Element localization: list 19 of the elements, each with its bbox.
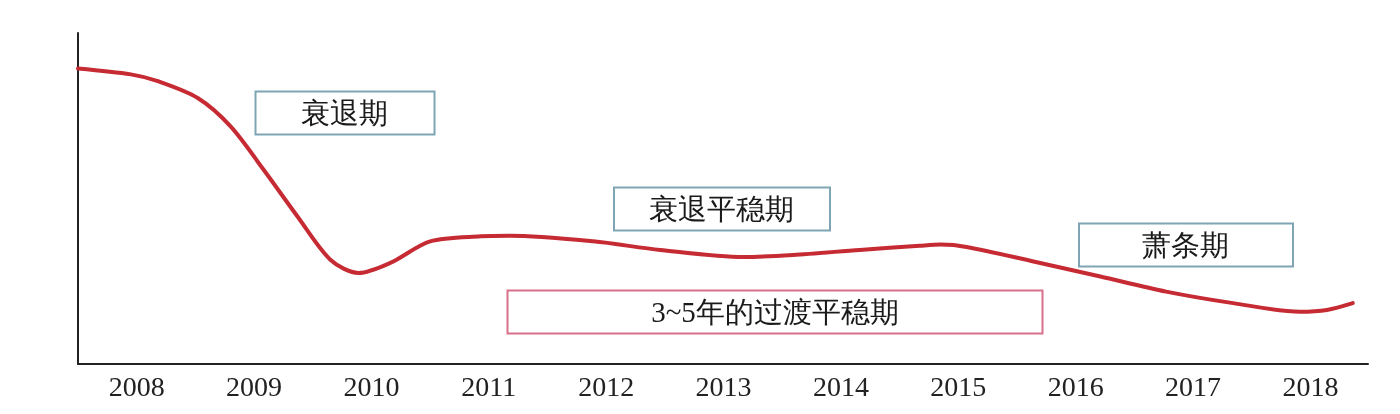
x-tick-label: 2018 [1282, 370, 1339, 402]
x-tick-label: 2013 [695, 370, 752, 402]
x-tick-label: 2011 [461, 370, 517, 402]
label-frame: 衰退平稳期 [612, 186, 831, 232]
x-tick-label: 2008 [108, 370, 165, 402]
annotation: 衰退平稳期 [649, 192, 795, 225]
label-frame: 3~5年的过渡平稳期 [506, 289, 1044, 335]
annotation: 3~5年的过渡平稳期 [651, 295, 899, 328]
x-tick-label: 2009 [226, 370, 283, 402]
x-tick-label: 2012 [578, 370, 635, 402]
annotation: 衰退期 [301, 96, 388, 129]
x-tick-label: 2017 [1165, 370, 1222, 402]
label-frame: 萧条期 [1077, 222, 1294, 268]
x-tick-label: 2010 [343, 370, 400, 402]
label-frame: 衰退期 [254, 90, 435, 136]
x-tick-label: 2015 [930, 370, 987, 402]
annotation: 萧条期 [1142, 228, 1230, 261]
x-tick-label: 2014 [812, 370, 869, 402]
x-tick-label: 2016 [1047, 370, 1104, 402]
